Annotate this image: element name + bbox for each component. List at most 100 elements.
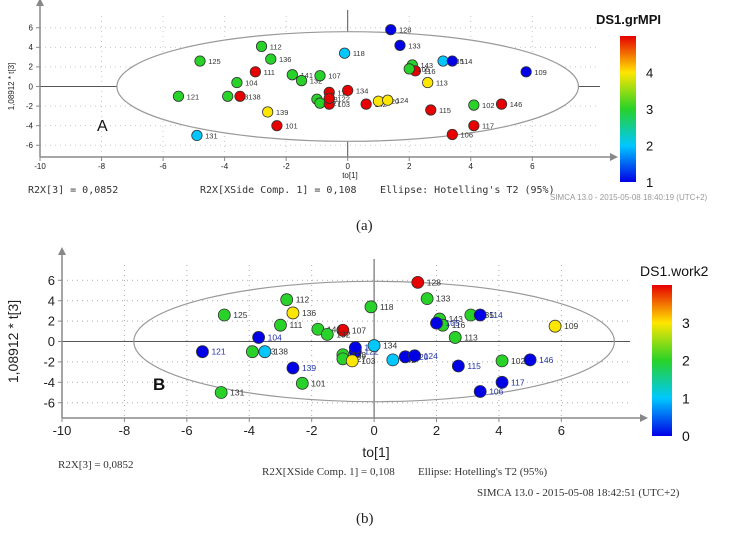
point-label: 132 (336, 329, 350, 339)
y-tick-label: 0 (48, 334, 55, 349)
point-label: 124 (424, 351, 438, 361)
x-tick-label: -6 (160, 162, 168, 171)
colorbar-tick-label: 3 (682, 315, 690, 331)
point-label: 109 (564, 321, 578, 331)
point-label: 146 (510, 100, 523, 109)
point-label: 143 (449, 314, 463, 324)
point-label: 122 (337, 94, 350, 103)
data-point (394, 39, 406, 51)
data-point (422, 76, 434, 89)
point-label: 124 (396, 96, 409, 105)
data-point (249, 66, 261, 78)
point-label: 139 (276, 108, 289, 117)
point-label: 104 (245, 79, 258, 88)
data-point (214, 386, 228, 399)
footer-r2x-b: R2X[3] = 0,0852 (58, 459, 134, 471)
point-label: 102 (482, 101, 495, 110)
caption-b: (b) (356, 511, 374, 527)
point-label: 136 (302, 308, 316, 318)
data-point (222, 90, 234, 102)
y-tick-label: -6 (26, 141, 34, 150)
x-tick-label: -4 (221, 162, 229, 171)
y-tick-label: -4 (26, 121, 34, 130)
point-label: 111 (289, 320, 302, 330)
data-point (217, 308, 231, 322)
data-point (448, 331, 462, 344)
colorbar (620, 36, 636, 182)
data-point (342, 84, 354, 97)
data-point (286, 361, 300, 375)
chart-b: -10 -8 -6 -4 -2 0 2 4 6 -6 -4 -2 0 2 4 6 to[1] 1,08912 * … (5, 247, 709, 460)
panel-b: -10 -8 -6 -4 -2 0 2 4 6 -6 -4 -2 0 2 4 6 to[1] 1,08912 * … (0, 243, 732, 533)
stamp-b: SIMCA 13.0 - 2015-05-08 18:42:51 (UTC+2) (477, 487, 680, 499)
data-point (245, 345, 259, 359)
point-label: 103 (337, 100, 350, 109)
y-tick-label: 2 (48, 314, 55, 329)
data-point (372, 95, 385, 107)
colorbar-tick-label: 4 (646, 66, 653, 81)
point-label: 118 (380, 302, 394, 312)
colorbar-tick-label: 0 (682, 428, 690, 444)
data-point (473, 385, 487, 398)
data-point (320, 327, 334, 341)
points: 1251121361111041411321071181211231381081… (172, 24, 547, 142)
footer-ellipse-b: Ellipse: Hotelling's T2 (95%) (418, 466, 548, 478)
data-point (425, 104, 437, 116)
point-label: 112 (296, 295, 310, 305)
x-axis-label: to[1] (362, 444, 389, 460)
point-label: 125 (233, 310, 247, 320)
data-point (495, 98, 508, 110)
panel-letter: B (153, 375, 165, 394)
data-point (255, 40, 268, 52)
point-label: 146 (539, 355, 553, 365)
point-label: 107 (352, 325, 366, 335)
colorbar-title: DS1.work2 (640, 263, 709, 279)
data-point (286, 69, 298, 81)
y-axis-arrow (58, 247, 66, 255)
data-point (265, 53, 277, 65)
data-point (286, 306, 300, 320)
x-axis-arrow (640, 414, 648, 422)
point-label: 117 (482, 122, 494, 131)
caption-a: (a) (356, 218, 373, 234)
data-point (231, 76, 243, 89)
point-label: 133 (408, 41, 421, 50)
data-point (280, 293, 294, 307)
point-label: 120 (414, 352, 428, 362)
data-point (473, 308, 487, 322)
y-tick-label: 4 (29, 43, 34, 52)
data-point (314, 70, 326, 82)
colorbar-tick-label: 2 (646, 139, 653, 154)
footer-r2x-side-a: R2X[XSide Comp. 1] = 0,108 (200, 185, 357, 196)
point-label: 138 (248, 92, 261, 101)
point-label: 139 (302, 363, 316, 373)
point-label: 104 (268, 332, 282, 342)
data-point (468, 99, 480, 111)
y-tick-label: -2 (43, 354, 55, 369)
x-tick-label: 0 (345, 162, 350, 171)
data-point (295, 75, 308, 87)
data-point (385, 24, 397, 36)
data-point (386, 353, 400, 367)
x-tick-label: 4 (469, 162, 474, 171)
data-point (548, 319, 562, 333)
point-label: 102 (511, 356, 525, 366)
point-label: 118 (353, 49, 365, 58)
point-label: 112 (270, 42, 282, 51)
data-point (196, 345, 209, 359)
point-label: 103 (361, 356, 375, 366)
data-point (345, 354, 359, 368)
data-point (339, 47, 351, 59)
y-tick-label: -6 (43, 395, 55, 410)
point-label: 133 (436, 294, 450, 304)
point-label: 114 (489, 310, 503, 320)
data-point (403, 63, 415, 75)
data-point (360, 98, 372, 110)
point-label: 131 (230, 388, 244, 398)
point-label: 128 (399, 26, 412, 35)
point-label: 106 (461, 130, 474, 139)
x-tick-label: -10 (34, 162, 46, 171)
point-label: 113 (464, 332, 478, 342)
data-point (262, 106, 274, 118)
point-label: 143 (421, 61, 434, 70)
